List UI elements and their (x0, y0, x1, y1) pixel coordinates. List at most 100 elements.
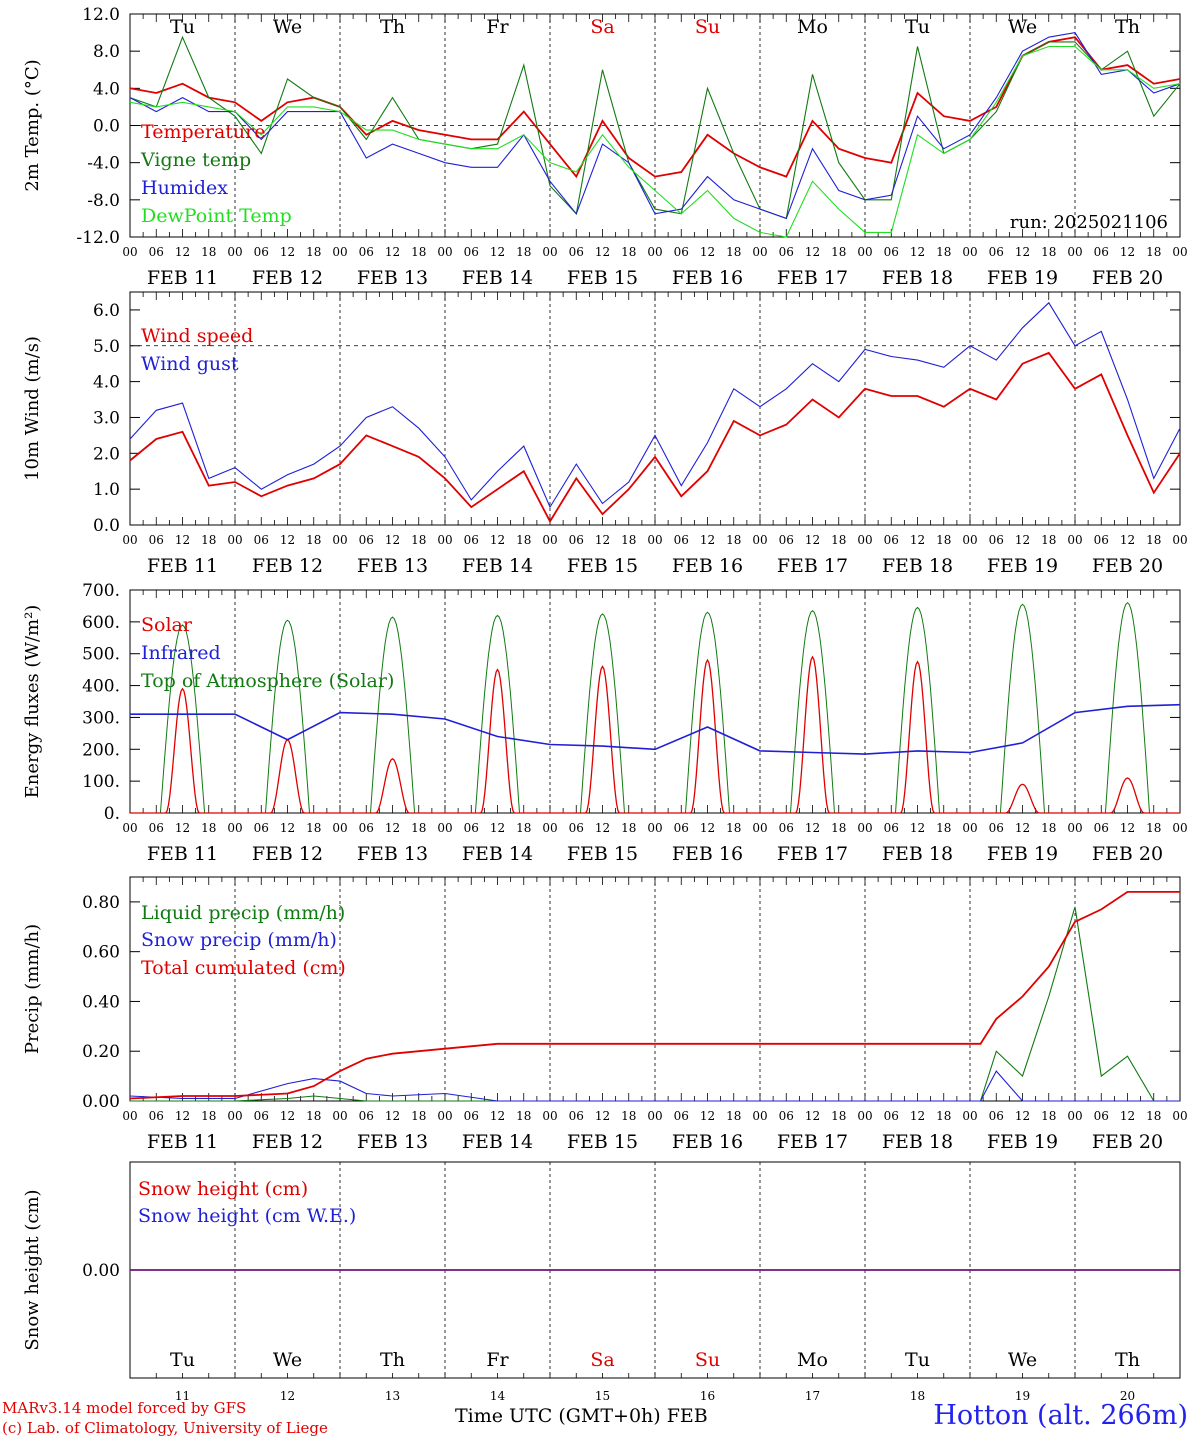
hour-tick-label: 12 (1120, 821, 1135, 835)
weekday-label: Mo (797, 16, 828, 38)
date-label: FEB 17 (777, 1131, 848, 1153)
hour-tick-label: 06 (359, 821, 374, 835)
hour-tick-label: 06 (464, 533, 479, 547)
panel-precip: 00 06 12 18 00 06 12 18 00 06 12 18 00 06 12 18 00 06 12 18… (22, 876, 1188, 1153)
day-number-label: 18 (910, 1389, 925, 1403)
series-line-dewpoint-temp (129, 45, 1181, 238)
hour-tick-label: 00 (122, 821, 137, 835)
hour-tick-label: 12 (385, 1109, 400, 1123)
y-axis-label: Snow height (cm) (22, 1189, 43, 1350)
model-credit: MARv3.14 model forced by GFS (c) Lab. of… (2, 1398, 328, 1438)
series-line-humidex (129, 31, 1181, 220)
hour-tick-label: 12 (805, 245, 820, 259)
day-number-label: 14 (490, 1389, 506, 1403)
day-number-label: 17 (805, 1389, 820, 1403)
hour-tick-label: 00 (752, 1109, 767, 1123)
hour-tick-label: 12 (385, 533, 400, 547)
hour-tick-label: 18 (411, 245, 426, 259)
hour-tick-label: 06 (779, 245, 794, 259)
hour-tick-label: 18 (621, 245, 636, 259)
weekday-label: We (1008, 1349, 1037, 1371)
weekday-label: Sa (590, 1349, 614, 1371)
hour-tick-label: 00 (1067, 533, 1082, 547)
hour-tick-label: 18 (306, 1109, 321, 1123)
series-line-snow-precip-mm-h- (129, 1070, 1180, 1102)
date-label: FEB 13 (357, 555, 428, 577)
weekday-label: Tu (170, 16, 195, 38)
series-line-solar (130, 655, 1180, 814)
hour-tick-label: 12 (910, 245, 925, 259)
panel-wind: 00 06 12 18 00 06 12 18 00 06 12 18 00 06 12 18 00 06 12 18… (22, 291, 1188, 577)
date-label: FEB 15 (567, 555, 638, 577)
date-label: FEB 14 (462, 1131, 533, 1153)
series-line-vigne-temp (129, 35, 1181, 220)
hour-tick-label: 06 (884, 1109, 899, 1123)
hour-tick-label: 18 (621, 821, 636, 835)
y-axis-label: Energy fluxes (W/m²) (22, 605, 43, 799)
hour-tick-label: 00 (227, 1109, 242, 1123)
hour-tick-label: 12 (595, 245, 610, 259)
hour-tick-label: 12 (700, 533, 715, 547)
hour-tick-label: 00 (857, 1109, 872, 1123)
hour-tick-label: 00 (227, 245, 242, 259)
hour-tick-label: 12 (595, 1109, 610, 1123)
hour-tick-label: 06 (254, 821, 269, 835)
hour-tick-label: 00 (122, 1109, 137, 1123)
y-tick-label: 4.0 (93, 373, 120, 393)
date-label: FEB 15 (567, 267, 638, 289)
hour-tick-label: 06 (779, 533, 794, 547)
y-tick-label: 6.0 (93, 301, 120, 321)
y-axis-label: 2m Temp. (°C) (22, 59, 43, 191)
date-label: FEB 13 (357, 1131, 428, 1153)
date-label: FEB 17 (777, 555, 848, 577)
model-credit-line1: MARv3.14 model forced by GFS (2, 1399, 247, 1417)
hour-tick-label: 18 (516, 821, 531, 835)
day-number-label: 19 (1015, 1389, 1030, 1403)
date-label: FEB 17 (777, 267, 848, 289)
weekday-label: Sa (590, 16, 614, 38)
hour-tick-label: 06 (884, 245, 899, 259)
hour-tick-label: 06 (254, 245, 269, 259)
panel-snow: Tu We Th Fr Sa Su Mo Tu We Th 11 12 13 14 15 16 17 18 19 20… (22, 1161, 1181, 1403)
hour-tick-label: 12 (910, 1109, 925, 1123)
weekday-label: Tu (905, 1349, 930, 1371)
hour-tick-label: 12 (175, 1109, 190, 1123)
date-label: FEB 20 (1092, 1131, 1163, 1153)
y-tick-label: 4.0 (93, 79, 120, 99)
hour-tick-label: 00 (1172, 1109, 1187, 1123)
date-label: FEB 17 (777, 843, 848, 865)
date-label: FEB 20 (1092, 843, 1163, 865)
hour-tick-label: 00 (752, 245, 767, 259)
hour-tick-label: 00 (752, 533, 767, 547)
hour-tick-label: 12 (280, 533, 295, 547)
time-axis-label: Time UTC (GMT+0h) FEB (455, 1405, 708, 1427)
hour-tick-label: 12 (175, 533, 190, 547)
hour-tick-label: 12 (1120, 245, 1135, 259)
day-number-label: 13 (385, 1389, 400, 1403)
hour-tick-label: 18 (201, 821, 216, 835)
date-label: FEB 12 (252, 555, 323, 577)
date-label: FEB 13 (357, 267, 428, 289)
weekday-label: Th (380, 1349, 405, 1371)
weekday-label: We (273, 1349, 302, 1371)
hour-tick-label: 06 (779, 1109, 794, 1123)
hour-tick-label: 06 (149, 245, 164, 259)
date-label: FEB 16 (672, 267, 743, 289)
hour-tick-label: 18 (201, 1109, 216, 1123)
hour-tick-label: 06 (149, 1109, 164, 1123)
weekday-label: Th (1115, 16, 1140, 38)
date-label: FEB 14 (462, 267, 533, 289)
model-credit-line2: (c) Lab. of Climatology, University of L… (2, 1419, 328, 1437)
weekday-label: Tu (170, 1349, 195, 1371)
hour-tick-label: 18 (831, 533, 846, 547)
hour-tick-label: 12 (1015, 533, 1030, 547)
hour-tick-label: 18 (1146, 821, 1161, 835)
hour-tick-label: 00 (437, 245, 452, 259)
hour-tick-label: 12 (595, 533, 610, 547)
hour-tick-label: 18 (516, 1109, 531, 1123)
date-label: FEB 19 (987, 555, 1058, 577)
hour-tick-label: 06 (674, 533, 689, 547)
hour-tick-label: 06 (674, 821, 689, 835)
hour-tick-label: 18 (411, 821, 426, 835)
hour-tick-label: 18 (726, 821, 741, 835)
